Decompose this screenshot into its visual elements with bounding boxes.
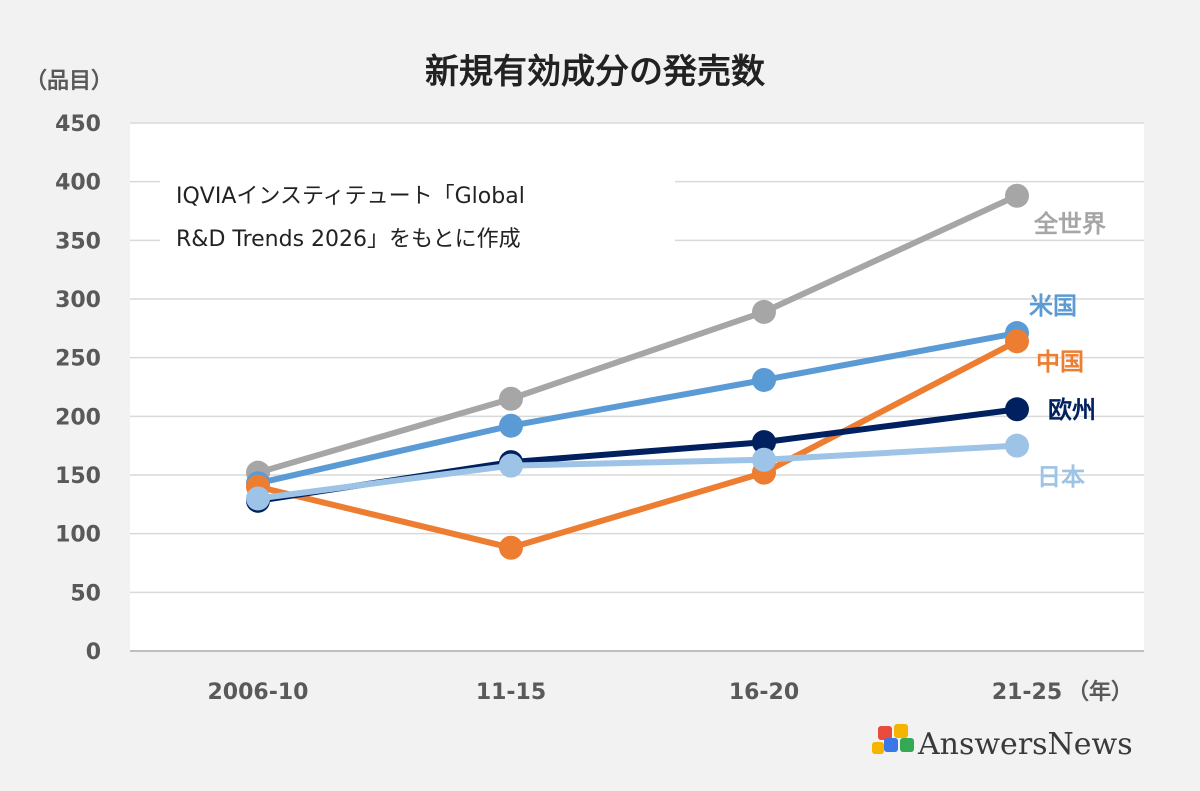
series-label: 米国 [1029,292,1077,320]
data-point [499,535,523,560]
chart-title: 新規有効成分の発売数 [425,52,765,92]
series-label: 全世界 [1033,210,1106,238]
data-point [1005,433,1029,458]
annotation-background [160,170,675,270]
data-point [246,486,270,511]
data-point [752,430,776,455]
data-point [1005,397,1029,422]
x-tick-label: 2006-10 [208,680,309,705]
y-tick-label: 350 [55,229,101,254]
y-tick-label: 50 [70,581,101,606]
series-5 [246,433,1029,511]
answersnews-logo: AnswersNews [872,724,1133,762]
x-tick-label: 16-20 [729,680,799,705]
data-point [1005,183,1029,208]
y-tick-label: 150 [55,464,101,489]
series-line [255,442,1020,502]
y-tick-label: 400 [55,171,101,196]
y-tick-label: 450 [55,112,101,137]
data-point [752,299,776,324]
annotation-box: IQVIAインスティテュート「Global R&D Trends 2026」をも… [160,170,675,270]
x-tick-label: 21-25 [992,680,1062,705]
data-point [752,367,776,392]
data-point [1005,329,1029,354]
data-point [499,453,523,478]
y-tick-label: 200 [55,405,101,430]
series-line [255,330,1020,487]
y-axis-ticks: 0 50 100 150 200 250 300 350 400 450 [55,112,101,665]
series-label: 欧州 [1048,396,1096,424]
data-point [752,447,776,472]
x-axis-ticks: 2006-10 11-15 16-20 21-25 [208,680,1063,705]
y-tick-label: 0 [86,640,101,665]
series-line [255,338,1020,551]
y-axis-unit-label: （品目） [25,69,113,94]
y-tick-label: 100 [55,523,101,548]
annotation-line-2: R&D Trends 2026」をもとに作成 [176,227,521,252]
series-line [255,192,1020,476]
data-point [499,413,523,438]
series-label: 中国 [1036,348,1084,376]
x-axis-unit-label: （年） [1067,679,1133,705]
data-point [499,386,523,411]
x-tick-label: 11-15 [476,680,546,705]
puzzle-logo-icon [872,724,914,754]
series-lines [246,183,1029,560]
annotation-line-1: IQVIAインスティテュート「Global [176,184,525,209]
y-tick-label: 250 [55,347,101,372]
y-tick-label: 300 [55,288,101,313]
brand-name: AnswersNews [917,727,1133,762]
series-label: 日本 [1037,463,1085,491]
